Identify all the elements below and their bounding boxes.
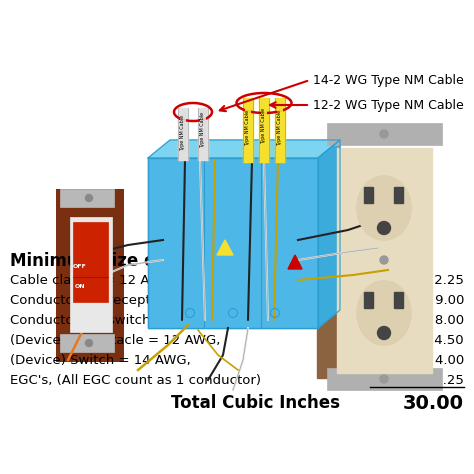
- Text: Type NM Cable: Type NM Cable: [277, 110, 283, 146]
- Polygon shape: [318, 140, 340, 328]
- Text: (2.00 x 2) = 4.00: (2.00 x 2) = 4.00: [351, 354, 464, 367]
- Text: 30.00: 30.00: [403, 394, 464, 413]
- Circle shape: [380, 130, 388, 138]
- Polygon shape: [217, 240, 233, 255]
- Text: Conductors to switch = 14 AWG,: Conductors to switch = 14 AWG,: [10, 314, 227, 327]
- Circle shape: [380, 256, 388, 264]
- Bar: [148, 158, 318, 328]
- Text: Type NM Cable: Type NM Cable: [246, 110, 250, 146]
- Polygon shape: [148, 140, 340, 158]
- Text: Type NM Cable: Type NM Cable: [262, 108, 266, 144]
- Text: (Device) Receptacle = 12 AWG,: (Device) Receptacle = 12 AWG,: [10, 334, 220, 347]
- Polygon shape: [288, 255, 302, 269]
- Bar: [317, 143, 339, 378]
- Text: EGC's, (All EGC count as 1 conductor): EGC's, (All EGC count as 1 conductor): [10, 374, 261, 387]
- Text: OFF: OFF: [73, 264, 87, 270]
- Bar: [60, 189, 114, 207]
- Bar: [60, 334, 114, 352]
- Circle shape: [377, 221, 391, 235]
- Circle shape: [380, 375, 388, 383]
- Bar: [327, 123, 442, 145]
- Text: ON: ON: [75, 284, 85, 290]
- Text: (2.00 x 4) = 8.00: (2.00 x 4) = 8.00: [351, 314, 464, 327]
- Circle shape: [85, 194, 92, 201]
- Bar: [394, 187, 403, 203]
- Bar: [364, 292, 373, 308]
- Circle shape: [85, 339, 92, 346]
- Text: Conductors to receptacle = 12 AWG,: Conductors to receptacle = 12 AWG,: [10, 294, 255, 307]
- Text: = 2.25: = 2.25: [419, 374, 464, 387]
- Text: (2.25 x 2) = 4.50: (2.25 x 2) = 4.50: [350, 334, 464, 347]
- Bar: [56, 189, 124, 362]
- Text: (2.25 x 1) = 2.25: (2.25 x 1) = 2.25: [350, 274, 464, 287]
- Text: 12-2 WG Type NM Cable: 12-2 WG Type NM Cable: [313, 99, 464, 111]
- Text: (2.25 x 4) = 9.00: (2.25 x 4) = 9.00: [351, 294, 464, 307]
- Bar: [394, 292, 403, 308]
- Bar: [148, 158, 318, 328]
- Bar: [73, 222, 108, 302]
- Bar: [327, 368, 442, 390]
- Text: Total Cubic Inches: Total Cubic Inches: [171, 394, 340, 412]
- Circle shape: [377, 327, 391, 339]
- Text: Cable clamps = 12 AWG,: Cable clamps = 12 AWG,: [10, 274, 176, 287]
- Bar: [364, 187, 373, 203]
- Ellipse shape: [356, 281, 411, 346]
- Bar: [337, 148, 432, 373]
- Bar: [70, 217, 112, 332]
- Text: Type NM Cable: Type NM Cable: [201, 112, 206, 148]
- Text: (Device) Switch = 14 AWG,: (Device) Switch = 14 AWG,: [10, 354, 191, 367]
- Text: Minimum size of box in cubic inches:: Minimum size of box in cubic inches:: [10, 252, 353, 270]
- Ellipse shape: [356, 175, 411, 240]
- Text: 14-2 WG Type NM Cable: 14-2 WG Type NM Cable: [313, 73, 464, 86]
- Text: Type NM Cable: Type NM Cable: [181, 115, 185, 151]
